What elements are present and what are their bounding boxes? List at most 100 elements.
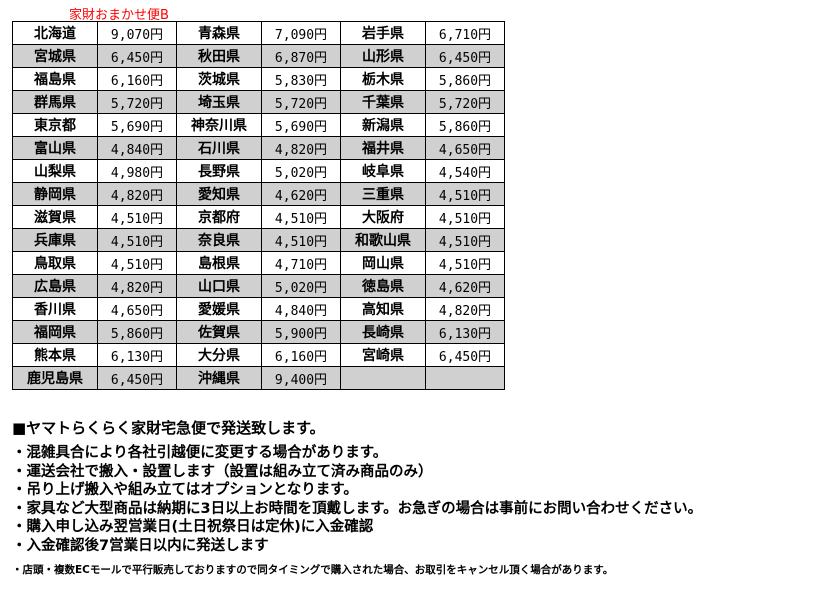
table-row: 静岡県 4,820円 愛知県 4,620円 三重県 4,510円 xyxy=(12,182,505,206)
prefecture-cell: 愛媛県 xyxy=(176,297,262,321)
prefecture-cell xyxy=(340,366,426,390)
prefecture-cell: 鹿児島県 xyxy=(12,366,98,390)
price-cell: 4,650円 xyxy=(97,297,177,321)
prefecture-cell: 大分県 xyxy=(176,343,262,367)
table-row: 群馬県 5,720円 埼玉県 5,720円 千葉県 5,720円 xyxy=(12,90,505,114)
prefecture-cell: 福岡県 xyxy=(12,320,98,344)
prefecture-cell: 香川県 xyxy=(12,297,98,321)
prefecture-cell: 岐阜県 xyxy=(340,159,426,183)
price-cell: 5,860円 xyxy=(97,320,177,344)
price-cell: 5,690円 xyxy=(97,113,177,137)
price-cell: 4,620円 xyxy=(425,274,505,298)
price-cell: 4,510円 xyxy=(425,251,505,275)
table-row: 福岡県 5,860円 佐賀県 5,900円 長崎県 6,130円 xyxy=(12,320,505,344)
price-cell: 6,450円 xyxy=(425,44,505,68)
prefecture-cell: 佐賀県 xyxy=(176,320,262,344)
note-item: ・混雑具合により各社引越便に変更する場合があります。 xyxy=(12,445,388,461)
table-row: 東京都 5,690円 神奈川県 5,690円 新潟県 5,860円 xyxy=(12,113,505,137)
price-cell xyxy=(425,366,505,390)
price-cell: 4,820円 xyxy=(97,274,177,298)
price-cell: 4,650円 xyxy=(425,136,505,160)
note-item: ・入金確認後7営業日以内に発送します xyxy=(12,537,269,554)
price-cell: 5,860円 xyxy=(425,67,505,91)
prefecture-cell: 兵庫県 xyxy=(12,228,98,252)
price-cell: 5,690円 xyxy=(261,113,341,137)
prefecture-cell: 三重県 xyxy=(340,182,426,206)
price-cell: 5,860円 xyxy=(425,113,505,137)
prefecture-cell: 愛知県 xyxy=(176,182,262,206)
table-row: 福島県 6,160円 茨城県 5,830円 栃木県 5,860円 xyxy=(12,67,505,91)
price-cell: 4,820円 xyxy=(261,136,341,160)
price-cell: 4,510円 xyxy=(261,205,341,229)
price-cell: 4,540円 xyxy=(425,159,505,183)
price-cell: 5,900円 xyxy=(261,320,341,344)
prefecture-cell: 福井県 xyxy=(340,136,426,160)
prefecture-cell: 山梨県 xyxy=(12,159,98,183)
table-row: 兵庫県 4,510円 奈良県 4,510円 和歌山県 4,510円 xyxy=(12,228,505,252)
table-row: 香川県 4,650円 愛媛県 4,840円 高知県 4,820円 xyxy=(12,297,505,321)
note-small: ・店頭・複数ECモールで平行販売しておりますので同タイミングで購入された場合、お… xyxy=(12,563,614,576)
price-cell: 4,840円 xyxy=(97,136,177,160)
prefecture-cell: 茨城県 xyxy=(176,67,262,91)
prefecture-cell: 富山県 xyxy=(12,136,98,160)
table-row: 滋賀県 4,510円 京都府 4,510円 大阪府 4,510円 xyxy=(12,205,505,229)
prefecture-cell: 岡山県 xyxy=(340,251,426,275)
table-row: 北海道 9,070円 青森県 7,090円 岩手県 6,710円 xyxy=(12,21,505,45)
prefecture-cell: 長野県 xyxy=(176,159,262,183)
price-cell: 6,450円 xyxy=(425,343,505,367)
price-cell: 6,160円 xyxy=(97,67,177,91)
prefecture-cell: 千葉県 xyxy=(340,90,426,114)
price-cell: 4,620円 xyxy=(261,182,341,206)
prefecture-cell: 新潟県 xyxy=(340,113,426,137)
price-cell: 4,510円 xyxy=(425,228,505,252)
price-cell: 6,130円 xyxy=(97,343,177,367)
price-cell: 9,400円 xyxy=(261,366,341,390)
price-cell: 5,020円 xyxy=(261,274,341,298)
prefecture-cell: 栃木県 xyxy=(340,67,426,91)
price-cell: 6,450円 xyxy=(97,44,177,68)
price-cell: 4,510円 xyxy=(97,251,177,275)
prefecture-cell: 鳥取県 xyxy=(12,251,98,275)
table-row: 山梨県 4,980円 長野県 5,020円 岐阜県 4,540円 xyxy=(12,159,505,183)
price-cell: 5,720円 xyxy=(97,90,177,114)
price-cell: 4,510円 xyxy=(261,228,341,252)
prefecture-cell: 秋田県 xyxy=(176,44,262,68)
prefecture-cell: 群馬県 xyxy=(12,90,98,114)
notes-heading: ■ヤマトらくらく家財宅急便で発送致します。 xyxy=(12,419,325,437)
prefecture-cell: 高知県 xyxy=(340,297,426,321)
note-item: ・購入申し込み翌営業日(土日祝祭日は定休)に入金確認 xyxy=(12,519,374,536)
price-cell: 5,020円 xyxy=(261,159,341,183)
table-row: 鹿児島県 6,450円 沖縄県 9,400円 xyxy=(12,366,505,390)
price-cell: 5,720円 xyxy=(261,90,341,114)
prefecture-cell: 岩手県 xyxy=(340,21,426,45)
shipping-notes: ■ヤマトらくらく家財宅急便で発送致します。 ・混雑具合により各社引越便に変更する… xyxy=(12,417,702,577)
price-cell: 4,840円 xyxy=(261,297,341,321)
price-cell: 9,070円 xyxy=(97,21,177,45)
table-row: 鳥取県 4,510円 島根県 4,710円 岡山県 4,510円 xyxy=(12,251,505,275)
price-cell: 4,510円 xyxy=(97,228,177,252)
table-row: 宮城県 6,450円 秋田県 6,870円 山形県 6,450円 xyxy=(12,44,505,68)
price-cell: 7,090円 xyxy=(261,21,341,45)
prefecture-cell: 京都府 xyxy=(176,205,262,229)
note-item: ・吊り上げ搬入や組み立てはオプションとなります。 xyxy=(12,482,358,499)
price-cell: 4,710円 xyxy=(261,251,341,275)
price-cell: 6,130円 xyxy=(425,320,505,344)
prefecture-cell: 宮崎県 xyxy=(340,343,426,367)
table-row: 富山県 4,840円 石川県 4,820円 福井県 4,650円 xyxy=(12,136,505,160)
price-cell: 4,510円 xyxy=(425,182,505,206)
prefecture-cell: 熊本県 xyxy=(12,343,98,367)
note-item: ・運送会社で搬入・設置します（設置は組み立て済み商品のみ） xyxy=(12,463,433,480)
prefecture-cell: 北海道 xyxy=(12,21,98,45)
price-cell: 4,510円 xyxy=(97,205,177,229)
prefecture-cell: 徳島県 xyxy=(340,274,426,298)
prefecture-cell: 神奈川県 xyxy=(176,113,262,137)
prefecture-cell: 長崎県 xyxy=(340,320,426,344)
shipping-rate-table: 北海道 9,070円 青森県 7,090円 岩手県 6,710円 宮城県 6,450円 秋田県 6… xyxy=(12,21,505,390)
prefecture-cell: 和歌山県 xyxy=(340,228,426,252)
prefecture-cell: 広島県 xyxy=(12,274,98,298)
prefecture-cell: 山口県 xyxy=(176,274,262,298)
note-item: ・家具など大型商品は納期に3日以上お時間を頂戴します。お急ぎの場合は事前にお問い… xyxy=(12,500,703,517)
price-cell: 5,720円 xyxy=(425,90,505,114)
prefecture-cell: 滋賀県 xyxy=(12,205,98,229)
prefecture-cell: 山形県 xyxy=(340,44,426,68)
